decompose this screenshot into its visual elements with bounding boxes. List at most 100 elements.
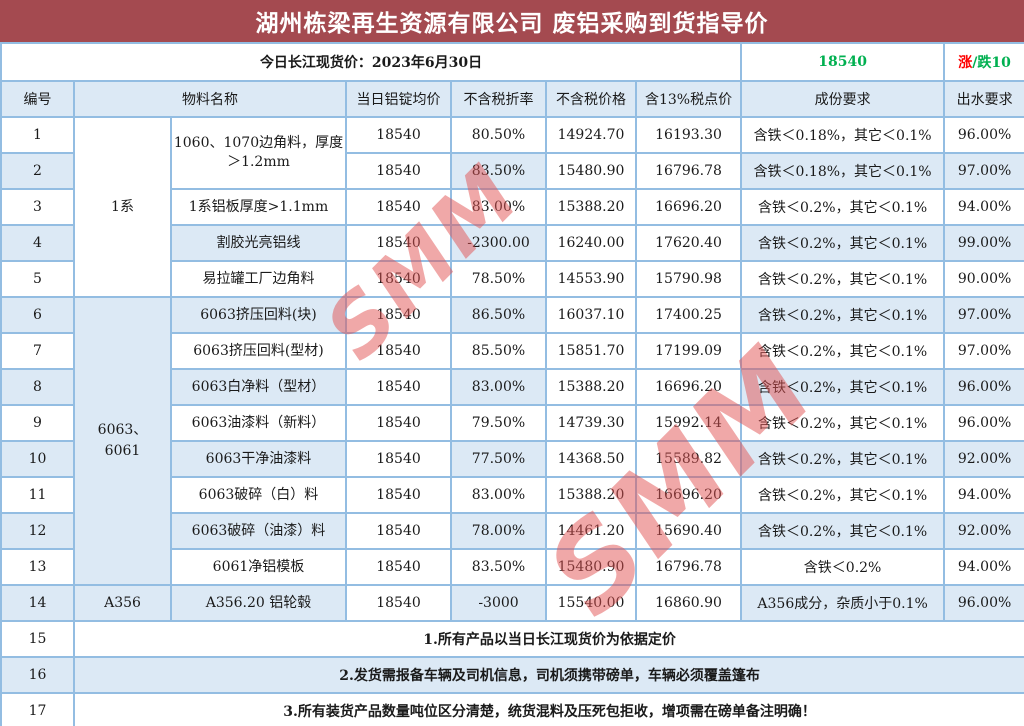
material-name: 6063油漆料（新料）: [170, 404, 347, 442]
tax13-price: 16796.78: [634, 548, 743, 586]
tax-free-price: 14461.20: [545, 512, 637, 550]
avg-ingot-price: 18540: [345, 584, 452, 622]
tax-free-rate: 83.00%: [450, 368, 547, 406]
header-avg-ingot-price: 当日铝锭均价: [345, 80, 452, 118]
material-name: 割胶光亮铝线: [170, 224, 347, 262]
material-row: 5 易拉罐工厂边角料 18540 78.50% 14553.90 15790.98 含铁＜0…: [0, 260, 1024, 298]
header-composition-req: 成份要求: [740, 80, 946, 118]
row-number: 8: [0, 368, 75, 406]
avg-ingot-price: 18540: [345, 224, 452, 262]
note-row: 17 3.所有装货产品数量吨位区分清楚，统货混料及压死包拒收，增项需在磅单备注明确…: [0, 692, 1024, 726]
note-text: 1.所有产品以当日长江现货价为依据定价: [72, 620, 1024, 658]
avg-ingot-price: 18540: [345, 332, 452, 370]
tax-free-price: 15851.70: [545, 332, 637, 370]
row-number: 12: [0, 512, 75, 550]
water-req: 96.00%: [943, 404, 1024, 442]
material-name: 1系铝板厚度>1.1mm: [170, 188, 347, 226]
header-tax-free-price: 不含税价格: [545, 80, 637, 118]
tax13-price: 15690.40: [634, 512, 743, 550]
tax-free-rate: 78.00%: [450, 512, 547, 550]
composition-req: 含铁＜0.2%，其它＜0.1%: [740, 512, 946, 550]
spot-price-value: 18540: [740, 42, 946, 82]
composition-req: 含铁＜0.2%，其它＜0.1%: [740, 440, 946, 478]
spot-price-label: 今日长江现货价：2023年6月30日: [0, 42, 743, 82]
tax13-price: 17199.09: [634, 332, 743, 370]
material-name: 6063破碎（油漆）料: [170, 512, 347, 550]
material-row: 2 18540 83.50% 15480.90 16796.78 含铁＜0.18%，其它＜…: [0, 152, 1024, 190]
tax-free-rate: 86.50%: [450, 296, 547, 334]
price-change-cell: 涨/跌10: [943, 42, 1024, 82]
row-number: 4: [0, 224, 75, 262]
row-number: 10: [0, 440, 75, 478]
tax-free-rate: 83.50%: [450, 548, 547, 586]
material-row: 11 6063破碎（白）料 18540 83.00% 15388.20 16696.20 含…: [0, 476, 1024, 514]
tax-free-rate: 79.50%: [450, 404, 547, 442]
header-row-number: 编号: [0, 80, 75, 118]
water-req: 97.00%: [943, 296, 1024, 334]
material-category: A356: [73, 584, 172, 622]
material-name: A356.20 铝轮毂: [170, 584, 347, 622]
row-number: 2: [0, 152, 75, 190]
tax-free-price: 15388.20: [545, 476, 637, 514]
tax13-price: 17620.40: [634, 224, 743, 262]
water-req: 96.00%: [943, 584, 1024, 622]
material-name: 6063挤压回料(型材): [170, 332, 347, 370]
tax-free-rate: 83.00%: [450, 188, 547, 226]
tax-free-price: 16037.10: [545, 296, 637, 334]
tax-free-rate: 83.00%: [450, 476, 547, 514]
tax13-price: 16696.20: [634, 476, 743, 514]
tax-free-price: 14553.90: [545, 260, 637, 298]
tax-free-price: 14368.50: [545, 440, 637, 478]
note-row: 15 1.所有产品以当日长江现货价为依据定价: [0, 620, 1024, 658]
tax-free-price: 16240.00: [545, 224, 637, 262]
tax-free-price: 15480.90: [545, 548, 637, 586]
water-req: 94.00%: [943, 188, 1024, 226]
material-name: 6061净铝模板: [170, 548, 347, 586]
price-table-body: 1 1系 1060、1070边角料，厚度＞1.2mm 18540 80.50% 14924…: [0, 116, 1024, 726]
tax-free-price: 15388.20: [545, 368, 637, 406]
composition-req: 含铁＜0.2%: [740, 548, 946, 586]
water-req: 97.00%: [943, 332, 1024, 370]
tax-free-price: 15480.90: [545, 152, 637, 190]
avg-ingot-price: 18540: [345, 188, 452, 226]
avg-ingot-price: 18540: [345, 260, 452, 298]
tax13-price: 16696.20: [634, 368, 743, 406]
tax-free-rate: -2300.00: [450, 224, 547, 262]
composition-req: 含铁＜0.2%，其它＜0.1%: [740, 368, 946, 406]
tax-free-rate: 80.50%: [450, 116, 547, 154]
spot-price-row: 今日长江现货价：2023年6月30日 18540 涨/跌10: [0, 42, 1024, 82]
price-rise-label: 涨: [958, 55, 973, 71]
material-name: 6063挤压回料(块): [170, 296, 347, 334]
material-category: 6063、 6061: [73, 296, 172, 586]
note-row: 16 2.发货需报备车辆及司机信息，司机须携带磅单，车辆必须覆盖篷布: [0, 656, 1024, 694]
tax13-price: 17400.25: [634, 296, 743, 334]
composition-req: 含铁＜0.2%，其它＜0.1%: [740, 296, 946, 334]
row-number: 6: [0, 296, 75, 334]
tax13-price: 15790.98: [634, 260, 743, 298]
row-number: 9: [0, 404, 75, 442]
tax-free-price: 14924.70: [545, 116, 637, 154]
material-row: 13 6061净铝模板 18540 83.50% 15480.90 16796.78 含铁＜…: [0, 548, 1024, 586]
material-row: 9 6063油漆料（新料） 18540 79.50% 14739.30 15992.14 含…: [0, 404, 1024, 442]
tax-free-price: 15388.20: [545, 188, 637, 226]
water-req: 96.00%: [943, 368, 1024, 406]
material-name: 1060、1070边角料，厚度＞1.2mm: [170, 116, 347, 190]
header-water-req: 出水要求: [943, 80, 1024, 118]
row-number: 11: [0, 476, 75, 514]
tax-free-rate: 83.50%: [450, 152, 547, 190]
material-row: 10 6063干净油漆料 18540 77.50% 14368.50 15589.82 含铁…: [0, 440, 1024, 478]
row-number: 3: [0, 188, 75, 226]
material-row: 8 6063白净料（型材） 18540 83.00% 15388.20 16696.20 含…: [0, 368, 1024, 406]
composition-req: A356成分，杂质小于0.1%: [740, 584, 946, 622]
tax13-price: 16860.90: [634, 584, 743, 622]
water-req: 99.00%: [943, 224, 1024, 262]
water-req: 94.00%: [943, 476, 1024, 514]
note-text: 2.发货需报备车辆及司机信息，司机须携带磅单，车辆必须覆盖篷布: [72, 656, 1024, 694]
row-number: 14: [0, 584, 75, 622]
price-table: 今日长江现货价：2023年6月30日 18540 涨/跌10 编号 物料名称 当…: [0, 42, 1024, 726]
material-row: 6 6063、 6061 6063挤压回料(块) 18540 86.50% 16037.1…: [0, 296, 1024, 586]
row-number: 1: [0, 116, 75, 154]
composition-req: 含铁＜0.2%，其它＜0.1%: [740, 224, 946, 262]
table-header-row: 编号 物料名称 当日铝锭均价 不含税折率 不含税价格 含13%税点价 成份要求 …: [0, 80, 1024, 118]
